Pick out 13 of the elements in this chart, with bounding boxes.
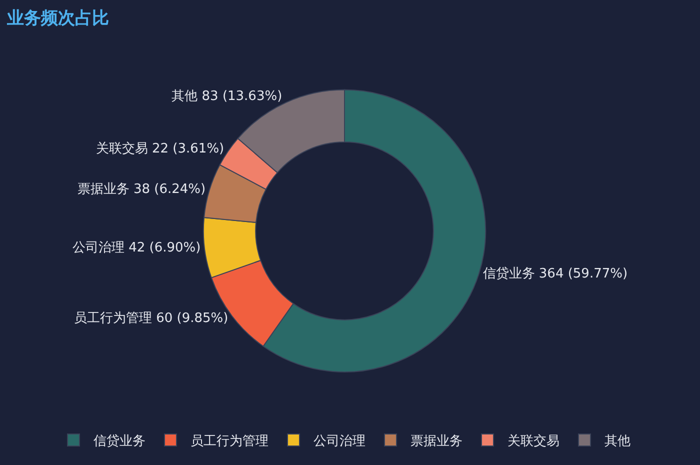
- legend-label: 公司治理: [314, 434, 366, 450]
- legend-label: 员工行为管理: [190, 434, 268, 450]
- data-label: 其他 83 (13.63%): [172, 88, 282, 104]
- data-label: 员工行为管理 60 (9.85%): [74, 311, 228, 326]
- legend-label: 票据业务: [410, 434, 462, 450]
- legend-label: 关联交易: [508, 433, 560, 450]
- chart-title: 业务频次占比: [6, 8, 109, 29]
- data-label: 信贷业务 364 (59.77%): [482, 266, 628, 282]
- data-label: 公司治理 42 (6.90%): [72, 240, 201, 256]
- legend-label: 信贷业务: [94, 434, 146, 450]
- legend-label: 其他: [604, 434, 630, 450]
- data-label: 关联交易 22 (3.61%): [96, 140, 224, 157]
- data-label: 票据业务 38 (6.24%): [77, 182, 206, 198]
